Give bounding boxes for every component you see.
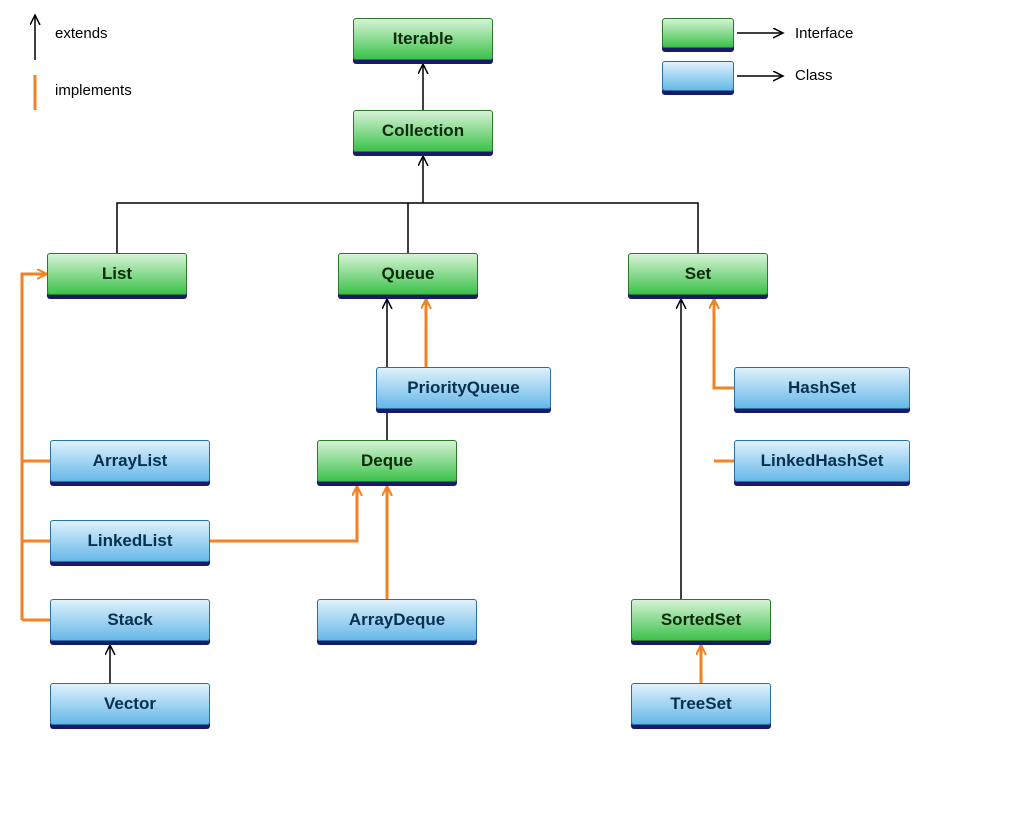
node-iterable: Iterable	[353, 18, 493, 60]
node-linkedlist: LinkedList	[50, 520, 210, 562]
node-vector: Vector	[50, 683, 210, 725]
node-arraydeque: ArrayDeque	[317, 599, 477, 641]
node-arraylist: ArrayList	[50, 440, 210, 482]
legend-interface-label: Interface	[795, 25, 853, 42]
node-queue: Queue	[338, 253, 478, 295]
node-treeset: TreeSet	[631, 683, 771, 725]
node-stack: Stack	[50, 599, 210, 641]
node-deque: Deque	[317, 440, 457, 482]
node-priorityqueue: PriorityQueue	[376, 367, 551, 409]
legend-interface-swatch	[662, 18, 734, 48]
node-hashset: HashSet	[734, 367, 910, 409]
legend-implements-label: implements	[55, 82, 132, 99]
node-collection: Collection	[353, 110, 493, 152]
node-list: List	[47, 253, 187, 295]
node-set: Set	[628, 253, 768, 295]
node-linkedhashset: LinkedHashSet	[734, 440, 910, 482]
legend-class-label: Class	[795, 67, 833, 84]
legend-extends-label: extends	[55, 25, 108, 42]
node-sortedset: SortedSet	[631, 599, 771, 641]
legend-class-swatch	[662, 61, 734, 91]
